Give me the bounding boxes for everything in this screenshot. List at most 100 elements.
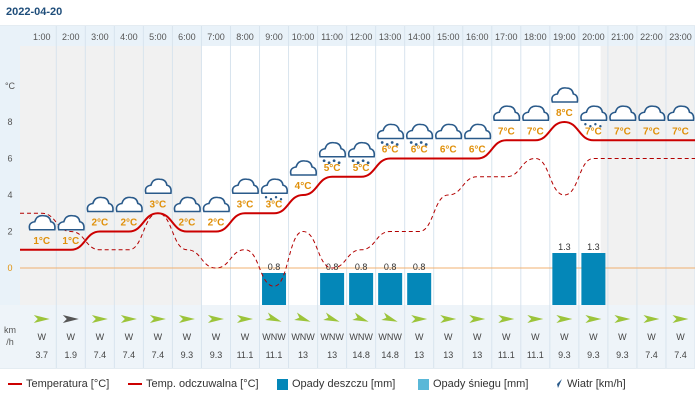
temperature-value-label: 5°C — [324, 163, 341, 174]
wind-speed-label: 7.4 — [645, 350, 658, 360]
hour-tick-label: 22:00 — [640, 32, 663, 42]
temperature-value-label: 3°C — [150, 199, 167, 210]
hour-tick-label: 9:00 — [265, 32, 283, 42]
wind-direction-label: WNW — [320, 332, 344, 342]
hour-tick-label: 5:00 — [149, 32, 167, 42]
hour-tick-label: 17:00 — [495, 32, 518, 42]
y-axis-unit: °C — [5, 81, 16, 91]
temperature-value-label: 4°C — [295, 181, 312, 192]
cloud-icon — [289, 160, 318, 176]
wind-direction-label: W — [676, 332, 685, 342]
legend-snow-label: Opady śniegu [mm] — [433, 378, 529, 390]
legend-feels-like-label: Temp. odczuwalna [°C] — [146, 378, 259, 390]
wind-unit-label: km — [4, 325, 16, 335]
hour-tick-label: 11:00 — [321, 32, 343, 42]
wind-direction-label: WNW — [291, 332, 315, 342]
hour-tick-label: 3:00 — [91, 32, 109, 42]
wind-unit-label: /h — [6, 337, 14, 347]
wind-speed-label: 9.3 — [181, 350, 194, 360]
wind-direction-icon — [91, 315, 108, 323]
wind-direction-icon — [672, 315, 689, 323]
cloud-icon — [434, 123, 463, 140]
temperature-line — [20, 120, 695, 251]
wind-direction-label: WNW — [349, 332, 373, 342]
temperature-value-label: 7°C — [527, 126, 544, 137]
wind-speed-label: 7.4 — [123, 350, 136, 360]
temperature-value-label: 7°C — [585, 126, 602, 137]
wind-direction-label: W — [67, 332, 76, 342]
wind-speed-label: 9.3 — [587, 350, 600, 360]
hour-tick-label: 6:00 — [178, 32, 196, 42]
cloud-icon — [115, 196, 143, 213]
cloud-rain-icon — [376, 123, 405, 146]
wind-speed-label: 7.4 — [94, 350, 107, 360]
cloud-icon — [144, 178, 172, 195]
wind-direction-icon — [381, 312, 398, 322]
wind-speed-label: 7.4 — [674, 350, 687, 360]
hour-tick-label: 14:00 — [408, 32, 431, 42]
wind-direction-label: W — [647, 332, 656, 342]
wind-direction-label: W — [212, 332, 221, 342]
legend-temperature-label: Temperatura [°C] — [26, 378, 110, 390]
rain-value-label: 0.8 — [384, 262, 397, 272]
rain-bar — [552, 253, 577, 305]
wind-speed-label: 11.1 — [527, 350, 544, 360]
wind-direction-icon — [120, 315, 137, 323]
wind-direction-label: W — [183, 332, 192, 342]
cloud-rain-icon — [318, 141, 347, 165]
wind-direction-icon — [33, 315, 50, 323]
legend-rain-label: Opady deszczu [mm] — [292, 378, 396, 390]
wind-direction-icon — [294, 312, 311, 322]
rain-bar — [320, 273, 345, 305]
wind-speed-label: 13 — [298, 350, 308, 360]
temperature-value-label: 3°C — [266, 199, 283, 210]
hour-tick-label: 1:00 — [33, 32, 51, 42]
feels-like-line-swatch — [128, 383, 142, 386]
temperature-value-label: 6°C — [440, 145, 457, 156]
hour-header — [20, 26, 695, 46]
wind-direction-icon — [207, 315, 224, 323]
cloud-icon — [86, 196, 114, 213]
wind-direction-icon — [440, 315, 457, 323]
wind-speed-label: 14.8 — [352, 350, 370, 360]
cloud-icon — [609, 105, 637, 122]
rain-value-label: 0.8 — [268, 262, 281, 272]
y-axis-band — [0, 26, 20, 368]
snow-swatch — [418, 378, 429, 390]
hour-tick-label: 16:00 — [466, 32, 489, 42]
temperature-value-label: 5°C — [353, 163, 370, 174]
hour-tick-label: 15:00 — [437, 32, 460, 42]
wind-direction-label: W — [473, 332, 482, 342]
rain-bar — [407, 273, 432, 305]
wind-direction-label: W — [589, 332, 598, 342]
rain-value-label: 0.8 — [413, 262, 426, 272]
night-band — [20, 46, 202, 305]
temperature-value-label: 8°C — [556, 108, 573, 119]
wind-speed-label: 11.1 — [266, 350, 283, 360]
wind-speed-label: 9.3 — [616, 350, 629, 360]
hour-tick-label: 13:00 — [379, 32, 402, 42]
rain-bar — [581, 253, 606, 305]
temperature-value-label: 6°C — [382, 145, 399, 156]
wind-arrow-icon — [552, 379, 562, 390]
rain-bar — [378, 273, 403, 305]
cloud-icon — [464, 123, 492, 140]
cloud-rain-icon — [347, 141, 376, 165]
hour-tick-label: 12:00 — [350, 32, 373, 42]
cloud-icon — [667, 105, 695, 122]
wind-direction-icon — [411, 315, 428, 323]
wind-direction-label: W — [415, 332, 424, 342]
cloud-icon — [28, 214, 56, 231]
wind-direction-icon — [323, 312, 340, 322]
legend-snow: Opady śniegu [mm] — [418, 378, 528, 390]
wind-speed-label: 7.4 — [152, 350, 165, 360]
cloud-snow-icon — [580, 105, 608, 128]
date-title: 2022-04-20 — [6, 6, 62, 18]
legend-wind-label: Wiatr [km/h] — [567, 378, 626, 390]
hour-tick-label: 7:00 — [207, 32, 225, 42]
hour-tick-label: 10:00 — [292, 32, 315, 42]
temperature-value-label: 2°C — [91, 218, 108, 229]
wind-direction-label: W — [560, 332, 569, 342]
temperature-value-label: 2°C — [208, 218, 225, 229]
legend-wind: Wiatr [km/h] — [551, 378, 626, 390]
